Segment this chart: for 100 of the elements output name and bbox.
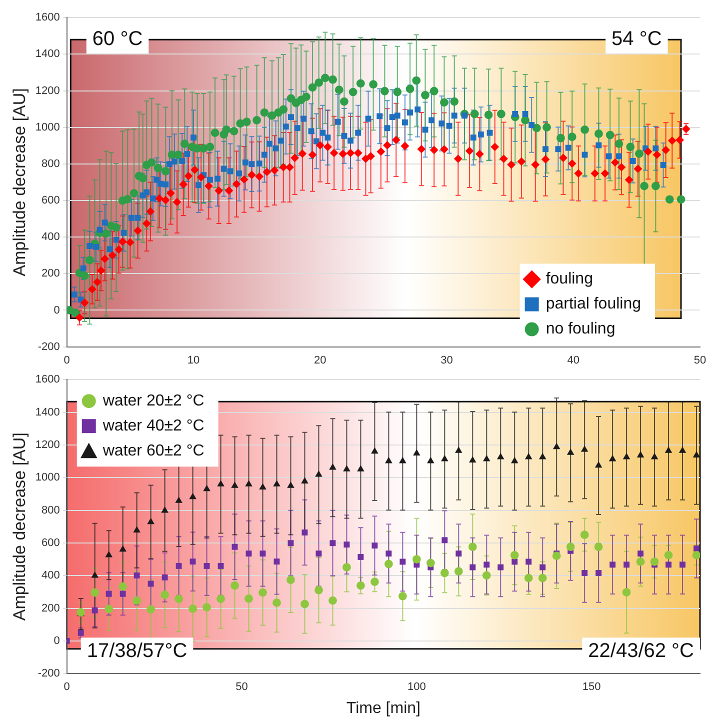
point [273, 480, 280, 486]
point [580, 445, 588, 452]
y-tick-label: 1200 [35, 84, 60, 97]
point [287, 482, 294, 488]
y-tick-label: -200 [38, 340, 60, 353]
point [610, 562, 616, 568]
annotation: 22/43/62 °C [588, 640, 694, 662]
point [146, 605, 156, 614]
point [636, 558, 645, 566]
point [259, 483, 266, 490]
x-tick-label: 100 [407, 681, 426, 694]
y-tick-label: 1000 [35, 121, 60, 134]
point [189, 492, 196, 500]
y-tick-label: 200 [42, 268, 60, 280]
point [134, 572, 140, 578]
y-tick-label: 1400 [35, 48, 60, 60]
point [470, 564, 476, 570]
y-tick-label: 800 [42, 158, 60, 170]
point [147, 518, 154, 524]
point [413, 449, 420, 456]
point [314, 586, 323, 594]
x-tick-label: 50 [694, 354, 706, 366]
x-tick-label: 30 [440, 354, 453, 366]
point [260, 550, 266, 557]
point [566, 542, 575, 552]
point [624, 562, 630, 568]
point [204, 562, 210, 569]
point [301, 477, 308, 484]
point [386, 550, 392, 557]
annotation: 54 °C [612, 28, 662, 50]
legend-label: water 40±2 °C [102, 418, 204, 435]
point [356, 581, 365, 590]
point [120, 590, 126, 597]
point [680, 562, 686, 568]
point [203, 484, 210, 492]
y-tick-label: 600 [42, 536, 60, 549]
point [245, 480, 252, 486]
point [92, 607, 98, 614]
legend-label: water 60±2 °C [102, 442, 204, 460]
x-tick-label: 20 [314, 354, 326, 366]
point [288, 540, 294, 546]
point [441, 454, 448, 462]
x-tick-label: 10 [187, 354, 200, 366]
point [231, 482, 238, 488]
point [524, 574, 533, 582]
point [664, 446, 672, 453]
point [344, 542, 350, 548]
point [594, 542, 603, 552]
point [371, 447, 378, 454]
point [190, 558, 196, 565]
point [552, 442, 560, 450]
x-tick-label: 50 [236, 681, 248, 694]
point [216, 594, 225, 604]
point [106, 590, 112, 597]
point [343, 465, 350, 472]
x-tick-label: 0 [64, 354, 70, 366]
point [272, 598, 281, 607]
point [694, 546, 700, 552]
y-axis-title: Amplitude decrease [AU] [10, 88, 29, 276]
y-tick-label: 1600 [35, 12, 60, 24]
point [232, 544, 238, 550]
point [580, 530, 589, 539]
annotation: 60 °C [92, 28, 143, 50]
legend-label: water 20±2 °C [102, 392, 204, 410]
point [678, 446, 686, 453]
point [498, 564, 504, 570]
point [692, 451, 700, 458]
point [540, 564, 546, 570]
y-tick-label: 400 [42, 570, 60, 582]
point [175, 496, 182, 503]
point [622, 452, 630, 460]
point [650, 452, 658, 460]
point [399, 456, 406, 464]
x-tick-label: 40 [567, 354, 580, 366]
point [510, 550, 519, 560]
point [468, 542, 477, 552]
y-tick-label: 1200 [35, 438, 60, 451]
point [133, 526, 140, 532]
point [442, 537, 448, 544]
point [342, 563, 351, 572]
point [230, 581, 239, 590]
point [552, 552, 561, 560]
point [385, 456, 392, 464]
point [484, 562, 490, 568]
point [90, 588, 100, 597]
point [329, 463, 336, 470]
point [161, 506, 168, 513]
x-tick-label: 0 [64, 681, 70, 694]
point [91, 571, 98, 578]
point [357, 465, 364, 472]
point [566, 448, 574, 455]
point [218, 562, 224, 569]
point [608, 454, 616, 462]
point [300, 600, 309, 608]
point [510, 456, 518, 464]
point [512, 558, 518, 565]
point [427, 456, 434, 464]
point [524, 452, 532, 460]
point [455, 446, 462, 453]
point [372, 542, 378, 549]
